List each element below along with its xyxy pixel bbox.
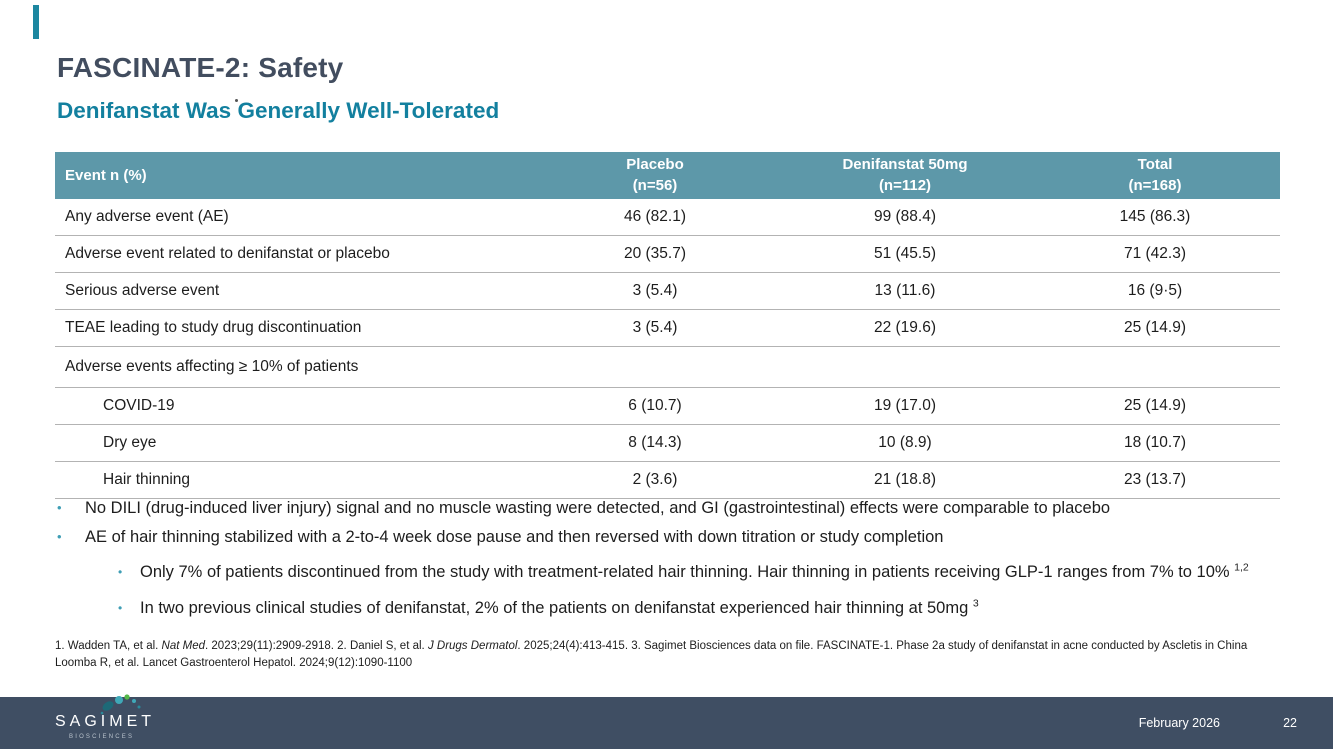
- bullet-text: No DILI (drug-induced liver injury) sign…: [85, 499, 1111, 517]
- page-title: FASCINATE-2: Safety: [57, 52, 344, 83]
- row-placebo-value: 3 (5.4): [632, 282, 678, 299]
- row-total-value: 18 (10.7): [1123, 434, 1187, 451]
- table-category-row: Adverse events affecting ≥ 10% of patien…: [55, 347, 1280, 388]
- table-header-total: Total (n=168): [1030, 155, 1280, 196]
- table-header-total-line2: (n=168): [1128, 176, 1182, 194]
- row-denifanstat-value: 22 (19.6): [873, 319, 937, 336]
- table-header-event: Event n (%): [65, 167, 147, 184]
- row-denifanstat-value: 51 (45.5): [873, 245, 937, 262]
- page-number: 22: [1283, 716, 1297, 730]
- bullet-dot-icon: •: [57, 500, 62, 515]
- row-total-value: 23 (13.7): [1123, 471, 1187, 488]
- sub-bullet-item: • Only 7% of patients discontinued from …: [118, 561, 1273, 584]
- row-denifanstat-value: 19 (17.0): [873, 397, 937, 414]
- table-header-total-line1: Total: [1137, 156, 1173, 174]
- footer-date: February 2026: [1138, 716, 1220, 730]
- footnotes: 1. Wadden TA, et al. Nat Med. 2023;29(11…: [55, 639, 1300, 670]
- table-header-denifanstat-line2: (n=112): [878, 176, 932, 194]
- sub-bullet-item: • In two previous clinical studies of de…: [118, 597, 1273, 620]
- journal-name: Nat Med: [161, 640, 206, 652]
- bullet-item: • AE of hair thinning stabilized with a …: [57, 526, 1307, 548]
- row-label: Adverse events affecting ≥ 10% of patien…: [65, 358, 359, 375]
- bullet-list: • No DILI (drug-induced liver injury) si…: [57, 497, 1307, 633]
- table-header-denifanstat-line1: Denifanstat 50mg: [842, 156, 968, 174]
- page-subtitle: Denifanstat Was Generally Well-Tolerated: [57, 98, 500, 123]
- row-label: Dry eye: [103, 434, 157, 451]
- row-total-value: 71 (42.3): [1123, 245, 1187, 262]
- row-label: Serious adverse event: [65, 282, 220, 299]
- reference-superscript: 3: [972, 597, 979, 610]
- sub-bullet-list: • Only 7% of patients discontinued from …: [118, 561, 1307, 620]
- row-placebo-value: 8 (14.3): [628, 434, 682, 451]
- bullet-dot-icon: •: [118, 601, 123, 615]
- sagimet-logo: SAGIMET BIOSCIENCES: [55, 694, 156, 740]
- row-placebo-value: 20 (35.7): [623, 245, 687, 262]
- table-row: Hair thinning 2 (3.6) 21 (18.8) 23 (13.7…: [55, 462, 1280, 499]
- row-denifanstat-value: 13 (11.6): [874, 282, 936, 299]
- top-left-accent-bar: [33, 5, 39, 39]
- bullet-dot-icon: •: [57, 529, 62, 544]
- journal-name: J Drugs Dermatol: [427, 640, 518, 652]
- adverse-events-table: Event n (%) Placebo (n=56) Denifanstat 5…: [55, 152, 1280, 499]
- footer-bar: SAGIMET BIOSCIENCES February 2026 22: [0, 694, 1333, 749]
- row-placebo-value: 6 (10.7): [628, 397, 682, 414]
- row-total-value: 145 (86.3): [1119, 208, 1191, 225]
- table-header-row: Event n (%) Placebo (n=56) Denifanstat 5…: [55, 152, 1280, 199]
- bullet-text: AE of hair thinning stabilized with a 2-…: [85, 528, 944, 546]
- table-row: COVID-19 6 (10.7) 19 (17.0) 25 (14.9): [55, 388, 1280, 425]
- row-total-value: 16 (9·5): [1127, 282, 1183, 299]
- table-row: Adverse event related to denifanstat or …: [55, 236, 1280, 273]
- reference-superscript: 1,2: [1234, 561, 1249, 574]
- logo-wordmark: SAGIMET: [55, 713, 156, 730]
- row-placebo-value: 3 (5.4): [632, 319, 678, 336]
- row-denifanstat-value: 10 (8.9): [878, 434, 932, 451]
- table-header-placebo: Placebo (n=56): [530, 155, 780, 196]
- row-placebo-value: 2 (3.6): [632, 471, 678, 488]
- row-label: TEAE leading to study drug discontinuati…: [65, 319, 362, 336]
- row-placebo-value: 46 (82.1): [623, 208, 687, 225]
- row-label: Adverse event related to denifanstat or …: [65, 245, 390, 262]
- footnote-references: 1. Wadden TA, et al. Nat Med. 2023;29(11…: [55, 640, 1248, 652]
- stray-dot: [235, 99, 238, 102]
- row-label: Any adverse event (AE): [65, 208, 229, 225]
- table-header-denifanstat: Denifanstat 50mg (n=112): [780, 155, 1030, 196]
- row-label: Hair thinning: [103, 471, 191, 488]
- table-header-placebo-line1: Placebo: [626, 156, 684, 174]
- bullet-dot-icon: •: [118, 565, 123, 579]
- bullet-item: • No DILI (drug-induced liver injury) si…: [57, 497, 1307, 519]
- row-total-value: 25 (14.9): [1123, 397, 1187, 414]
- table-row: Any adverse event (AE) 46 (82.1) 99 (88.…: [55, 199, 1280, 236]
- row-denifanstat-value: 99 (88.4): [873, 208, 937, 225]
- sub-bullet-text: In two previous clinical studies of deni…: [140, 597, 979, 617]
- row-total-value: 25 (14.9): [1123, 319, 1187, 336]
- row-label: COVID-19: [103, 397, 175, 414]
- row-denifanstat-value: 21 (18.8): [873, 471, 937, 488]
- table-row: Serious adverse event 3 (5.4) 13 (11.6) …: [55, 273, 1280, 310]
- table-row: Dry eye 8 (14.3) 10 (8.9) 18 (10.7): [55, 425, 1280, 462]
- logo-dots-icon: [100, 694, 141, 715]
- table-header-placebo-line2: (n=56): [632, 176, 678, 194]
- table-row: TEAE leading to study drug discontinuati…: [55, 310, 1280, 347]
- footnote-citation: Loomba R, et al. Lancet Gastroenterol He…: [55, 657, 413, 669]
- logo-subtext: BIOSCIENCES: [69, 734, 135, 740]
- sub-bullet-text: Only 7% of patients discontinued from th…: [140, 561, 1249, 581]
